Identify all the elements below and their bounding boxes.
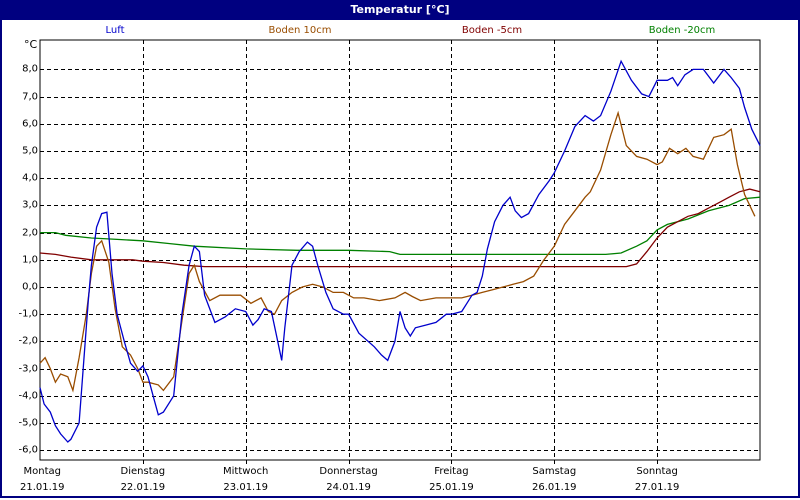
date: 27.01.19	[634, 482, 680, 493]
y-tick-label: 5,0	[22, 145, 38, 157]
legend-boden-20cm-label: Boden -20cm	[648, 25, 716, 36]
x-day-label: Donnerstag 24.01.19	[319, 466, 377, 493]
series-boden-10cm	[39, 110, 756, 393]
y-tick-label: -5,0	[18, 417, 38, 429]
y-tick-label: -2,0	[18, 335, 38, 347]
date: 24.01.19	[326, 482, 371, 493]
legend-boden-5cm: Boden -5cm	[462, 25, 522, 36]
legend-boden-20cm: Boden -20cm	[649, 25, 716, 36]
series-lines	[39, 59, 761, 443]
weekday: Mittwoch	[223, 466, 269, 477]
weekday: Montag	[23, 466, 61, 477]
y-tick-label: -4,0	[18, 390, 38, 402]
x-day-label: Dienstag 22.01.19	[121, 466, 166, 493]
legend-boden-10cm: Boden 10cm	[269, 25, 332, 36]
date: 26.01.19	[532, 482, 577, 493]
date: 23.01.19	[223, 482, 268, 493]
y-tick-label: -1,0	[18, 308, 38, 320]
y-axis-unit: °C	[24, 38, 38, 51]
y-tick-label: 2,0	[22, 227, 38, 239]
date: 22.01.19	[120, 482, 166, 493]
grid-lines	[40, 40, 760, 466]
x-day-label: Freitag 25.01.19	[429, 466, 474, 493]
y-tick-label: -6,0	[18, 444, 38, 456]
plot-frame	[39, 39, 761, 461]
y-tick-label: 6,0	[22, 118, 38, 130]
y-tick-label: 7,0	[22, 91, 38, 103]
legend-luft: Luft	[106, 25, 125, 36]
series-boden-20cm	[40, 196, 761, 256]
weekday: Samstag	[532, 466, 577, 477]
series-luft	[39, 59, 761, 443]
weekday: Freitag	[434, 466, 469, 477]
legend-luft-label: Luft	[105, 25, 125, 36]
y-tick-label: 3,0	[22, 199, 38, 211]
y-tick-label: 0,0	[22, 281, 38, 293]
legend-boden-10cm-label: Boden 10cm	[268, 25, 332, 36]
window-title: Temperatur [°C]	[0, 0, 800, 20]
weekday: Dienstag	[120, 466, 166, 477]
date: 25.01.19	[429, 482, 474, 493]
y-tick-label: -3,0	[18, 363, 38, 375]
weekday: Donnerstag	[319, 466, 378, 477]
x-day-label: Samstag 26.01.19	[532, 466, 577, 493]
y-tick-label: 8,0	[22, 63, 38, 75]
x-day-label: Mittwoch 23.01.19	[223, 466, 268, 493]
legend-boden-5cm-label: Boden -5cm	[461, 25, 523, 36]
y-tick-label: 4,0	[22, 172, 38, 184]
x-day-label: Montag 21.01.19	[20, 466, 65, 493]
y-tick-label: 1,0	[22, 254, 38, 266]
date: 21.01.19	[20, 482, 65, 493]
series-boden-5cm	[39, 188, 761, 268]
weekday: Sonntag	[636, 466, 678, 477]
x-day-label: Sonntag 27.01.19	[635, 466, 680, 493]
